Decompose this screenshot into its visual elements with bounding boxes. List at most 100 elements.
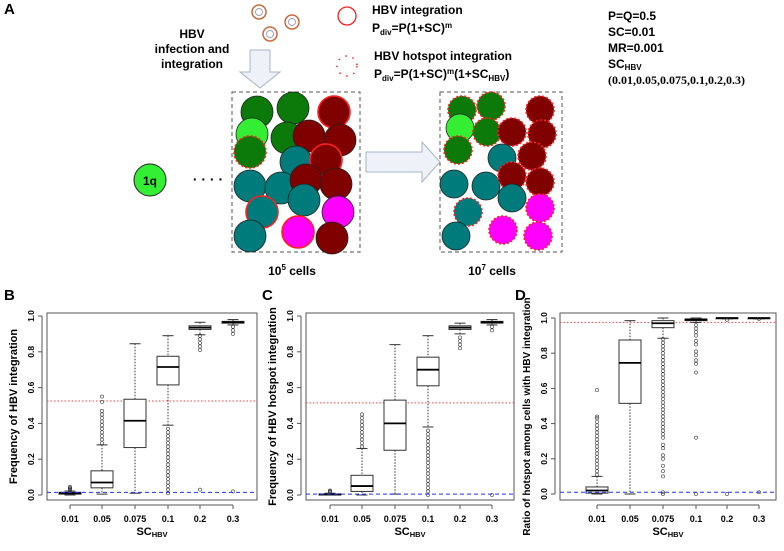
cell-dark-green [472, 117, 502, 147]
x-tick-label: 0.1 [422, 514, 435, 524]
box-0.01 [58, 485, 82, 496]
outlier-point [661, 347, 665, 352]
box-iqr [383, 399, 407, 451]
population-box-right [439, 91, 563, 253]
outlier-point [360, 412, 364, 417]
outlier-point [694, 361, 698, 366]
outlier-point [166, 430, 170, 435]
box-0.3 [480, 319, 504, 497]
cells-right-label: 107 cells [468, 263, 516, 278]
outlier-point [661, 407, 665, 412]
outlier-point [661, 379, 665, 384]
outlier-point [426, 489, 430, 494]
box-0.1 [156, 335, 180, 496]
outlier-point [360, 441, 364, 445]
outlier-point [661, 382, 665, 387]
outlier-point [231, 328, 235, 333]
outlier-point [661, 358, 665, 363]
outlier-point [595, 469, 599, 474]
outlier-point [166, 426, 170, 431]
y-tick-label: 0.6 [539, 382, 549, 394]
cell-teal [287, 183, 321, 217]
outlier-point [360, 437, 364, 442]
box-0.05 [618, 320, 642, 495]
cell-maroon [319, 167, 353, 201]
outlier-point [694, 353, 698, 357]
right-arrow-icon [365, 140, 441, 184]
y-axis-label: Frequency of HBV hotspot integration [267, 307, 279, 506]
outlier-point [166, 444, 170, 449]
outlier-point [725, 492, 729, 496]
outlier-point [166, 487, 170, 492]
outlier-point [661, 375, 665, 380]
outlier-point [426, 482, 430, 487]
outlier-point [595, 437, 599, 442]
outlier-point [458, 339, 462, 343]
outlier-point [694, 323, 698, 327]
outlier-point [100, 434, 104, 438]
box-iqr [416, 356, 440, 387]
outlier-point [100, 400, 104, 404]
outlier-point [595, 414, 599, 419]
outlier-point [198, 487, 202, 492]
y-axis-label: Ratio of hotspot among cells with HBV in… [522, 297, 533, 535]
outlier-point [661, 442, 665, 447]
box-iqr [156, 355, 180, 386]
outlier-point [166, 491, 170, 496]
outlier-point [426, 432, 430, 437]
y-tick-label: 1.0 [539, 312, 549, 324]
cell-maroon [497, 117, 527, 147]
outlier-point [595, 430, 599, 435]
outlier-point [694, 342, 698, 347]
panel-letter: C [262, 287, 273, 304]
outlier-point [166, 466, 170, 471]
outlier-point [426, 450, 430, 454]
outlier-point [694, 326, 698, 331]
y-tick-label: 0.8 [539, 347, 549, 359]
cell-teal [497, 183, 527, 213]
outlier-point [595, 462, 599, 466]
y-tick-label: 0.6 [285, 381, 295, 393]
box-iqr [618, 339, 642, 404]
outlier-point [100, 441, 104, 445]
outlier-point [426, 493, 430, 497]
outlier-point [595, 451, 599, 456]
outlier-point [661, 469, 665, 474]
outlier-point [661, 361, 665, 366]
y-tick-label: 0.6 [26, 381, 36, 393]
y-tick-label: 1.0 [285, 310, 295, 322]
outlier-point [661, 354, 665, 359]
down-arrow-icon [238, 49, 282, 89]
hbv-virion-icons [251, 4, 300, 42]
param-schbv-values: (0.01,0.05,0.075,0.1,0.2,0.3) [608, 73, 745, 87]
y-tick-label: 0.4 [285, 417, 295, 429]
outlier-point [198, 348, 202, 352]
x-tick-label: 0.1 [162, 514, 175, 524]
cell-magenta [523, 221, 553, 251]
boxplot-panels: B 0.0 0.2 0.4 0.6 0.8 1.0 Frequency of HBV inte… [4, 287, 777, 539]
outlier-point [595, 444, 599, 449]
outlier-point [166, 451, 170, 456]
outlier-point [198, 344, 202, 349]
plot-frame [46, 312, 258, 501]
outlier-point [166, 455, 170, 460]
outlier-point [725, 317, 729, 322]
box-iqr [350, 474, 374, 492]
outlier-point [595, 455, 599, 459]
outlier-point [595, 448, 599, 452]
cell-magenta [488, 215, 518, 245]
outlier-point [360, 419, 364, 424]
outlier-point [426, 453, 430, 458]
cell-magenta [281, 215, 315, 249]
cell-teal [471, 171, 501, 201]
outlier-point [360, 416, 364, 420]
box-0.01 [585, 388, 609, 495]
y-tick-label: 0.4 [26, 417, 36, 429]
outlier-point [595, 419, 599, 424]
cell-teal [439, 169, 469, 199]
outlier-point [166, 476, 170, 481]
outlier-point [198, 333, 202, 338]
virion-icon [262, 26, 278, 42]
outlier-point [490, 324, 494, 329]
legend-hotspot-title: HBV hotspot integration [374, 49, 512, 63]
